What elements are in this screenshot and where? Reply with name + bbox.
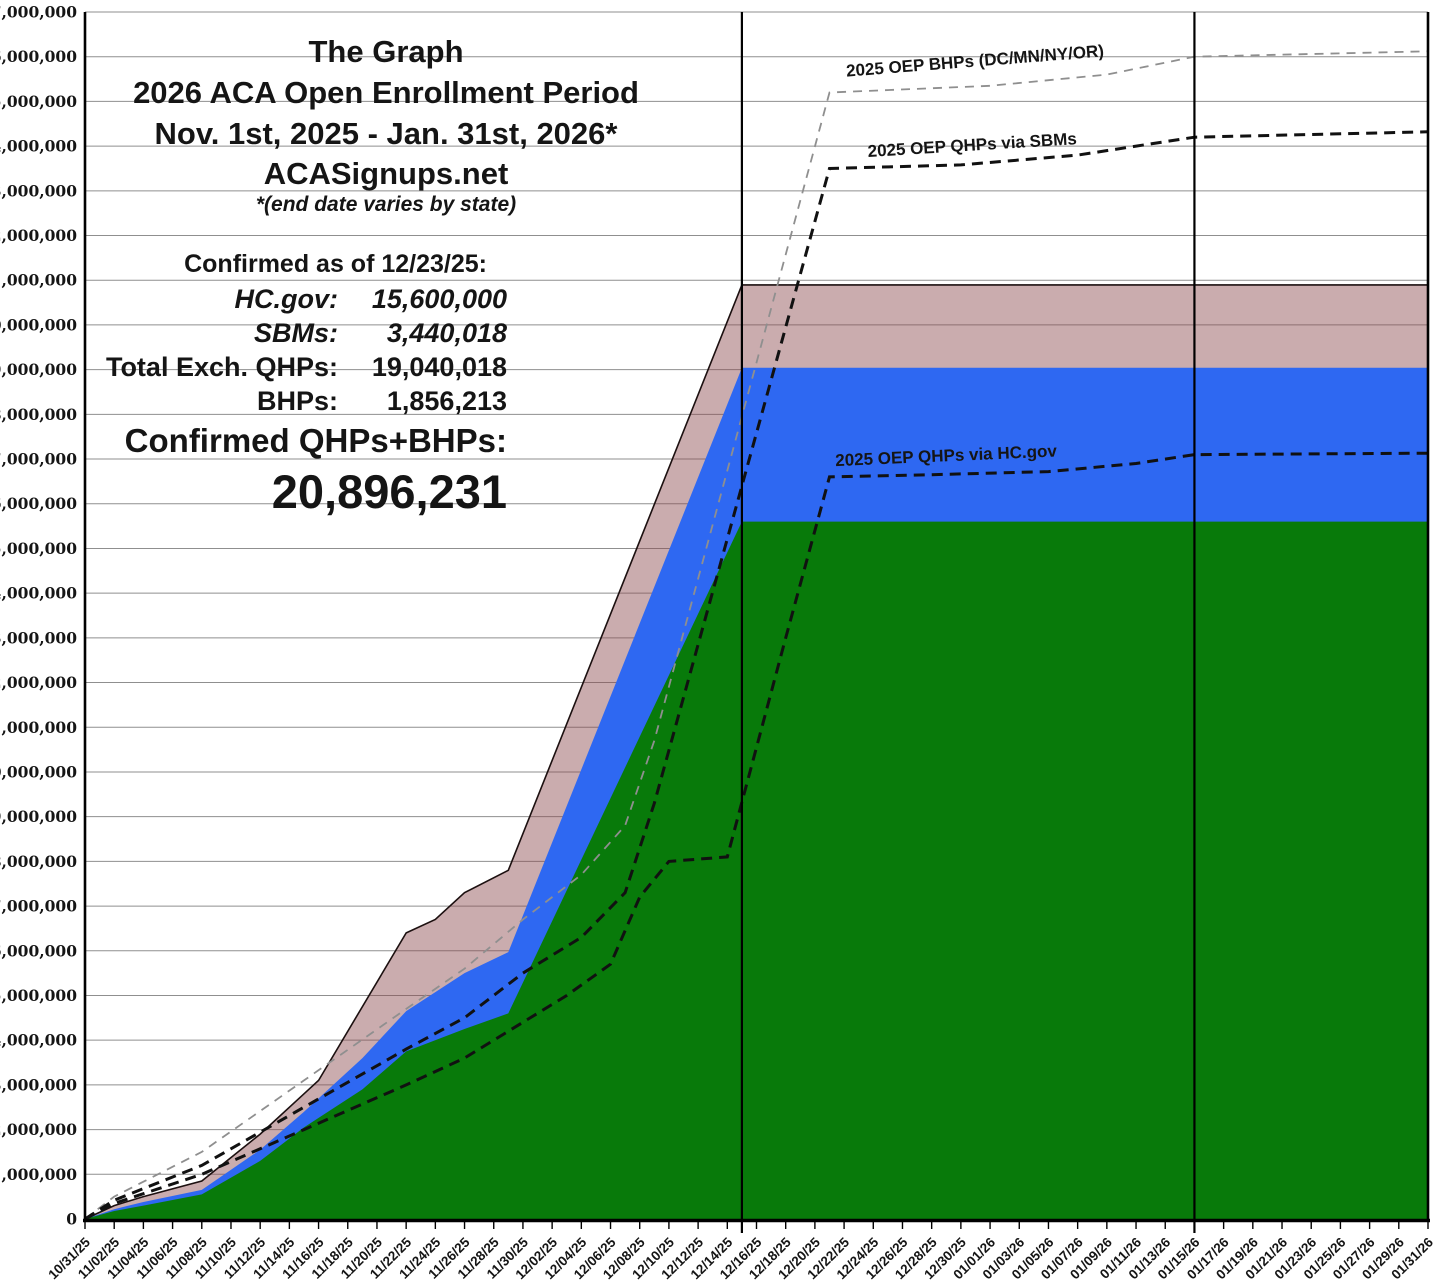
stat-total-qhps-label: Total Exch. QHPs: [106,352,338,382]
y-tick-label: 17,000,000 [0,450,77,469]
stats-block: Confirmed as of 12/23/25: HC.gov: 15,600… [106,250,507,518]
graph-title: The Graph [308,34,463,69]
y-tick-label: 25,000,000 [0,92,77,111]
area-outline-0 [84,284,1428,1220]
y-tick-label: 19,000,000 [0,360,77,379]
y-tick-label: 16,000,000 [0,494,77,513]
y-tick-label: 4,000,000 [0,1031,77,1050]
comparison-line-0 [84,50,1429,1220]
area-2 [85,521,1428,1219]
y-tick-label: 9,000,000 [0,807,77,826]
stats-heading: Confirmed as of 12/23/25: [184,250,487,278]
y-tick-label: 27,000,000 [0,3,77,22]
comparison-line-2 [84,451,1429,1221]
y-tick-label: 1,000,000 [0,1165,77,1184]
confirmed-total-label: Confirmed QHPs+BHPs: [125,422,507,459]
y-tick-label: 8,000,000 [0,852,77,871]
y-tick-label: 5,000,000 [0,986,77,1005]
y-tick-label: 24,000,000 [0,137,77,156]
y-tick-label: 20,000,000 [0,315,77,334]
y-tick-label: 10,000,000 [0,762,77,781]
y-tick-label: 15,000,000 [0,539,77,558]
stat-bhps-label: BHPs: [257,386,338,416]
end-date-note: *(end date varies by state) [256,193,516,216]
stat-bhps-value: 1,856,213 [387,386,507,416]
stat-hcgov-label: HC.gov: [235,284,339,314]
title-block: The Graph 2026 ACA Open Enrollment Perio… [133,34,639,216]
y-tick-label: 21,000,000 [0,271,77,290]
site-name: ACASignups.net [264,156,509,191]
stat-hcgov-value: 15,600,000 [372,284,507,314]
y-tick-label: 18,000,000 [0,405,77,424]
y-tick-label: 13,000,000 [0,628,77,647]
y-tick-label: 23,000,000 [0,181,77,200]
y-tick-label: 11,000,000 [0,718,77,737]
y-tick-label: 12,000,000 [0,673,77,692]
stat-sbms-label: SBMs: [254,318,338,348]
y-tick-label: 14,000,000 [0,584,77,603]
line-label-1: 2025 OEP QHPs via SBMs [867,129,1077,161]
y-tick-label: 7,000,000 [0,897,77,916]
y-tick-label: 3,000,000 [0,1075,77,1094]
graph-daterange: Nov. 1st, 2025 - Jan. 31st, 2026* [155,116,619,151]
y-tick-label: 0 [66,1210,77,1229]
confirmed-total-value: 20,896,231 [272,465,507,518]
comparison-line-1 [84,130,1429,1221]
y-tick-label: 6,000,000 [0,941,77,960]
y-tick-label: 26,000,000 [0,47,77,66]
chart-canvas: 2025 OEP BHPs (DC/MN/NY/OR) 2025 OEP QHPs… [0,3,1436,1283]
y-tick-label: 22,000,000 [0,226,77,245]
y-tick-label: 2,000,000 [0,1120,77,1139]
stat-total-qhps-value: 19,040,018 [372,352,507,382]
stat-sbms-value: 3,440,018 [387,318,507,348]
graph-subtitle: 2026 ACA Open Enrollment Period [133,75,639,110]
line-label-0: 2025 OEP BHPs (DC/MN/NY/OR) [845,41,1104,80]
